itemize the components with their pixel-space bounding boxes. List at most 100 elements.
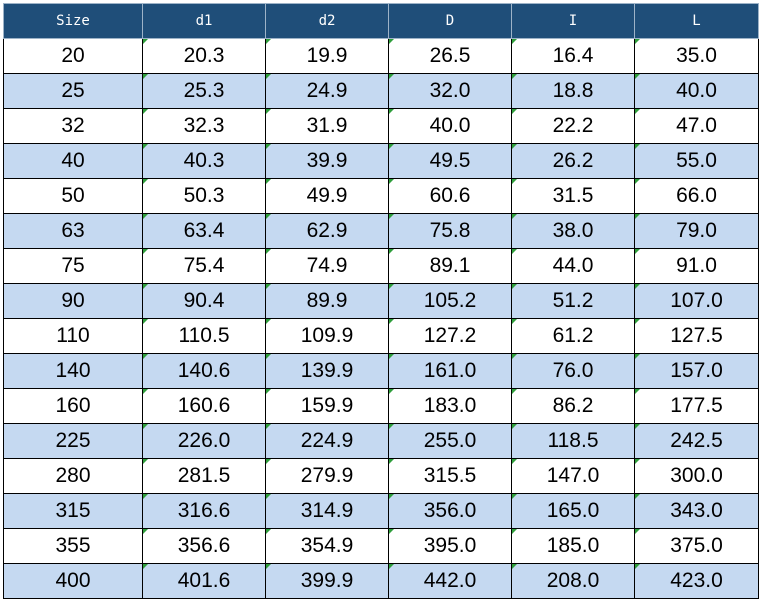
cell-size: 90	[3, 283, 143, 319]
cell-l: 55.0	[634, 143, 759, 179]
cell-d1: 25.3	[142, 73, 266, 109]
cell-outer-d: 255.0	[388, 423, 512, 459]
cell-d1: 32.3	[142, 108, 266, 144]
cell-outer-d: 40.0	[388, 108, 512, 144]
cell-i: 26.2	[511, 143, 635, 179]
cell-outer-d: 26.5	[388, 38, 512, 74]
table-row: 32 32.3 31.9 40.0 22.2 47.0	[3, 108, 759, 144]
cell-outer-d: 105.2	[388, 283, 512, 319]
cell-d1: 316.6	[142, 493, 266, 529]
cell-i: 208.0	[511, 563, 635, 599]
cell-d1: 50.3	[142, 178, 266, 214]
cell-d1: 110.5	[142, 318, 266, 354]
cell-d2: 31.9	[265, 108, 389, 144]
header-i: I	[511, 3, 635, 39]
cell-size: 40	[3, 143, 143, 179]
cell-size: 110	[3, 318, 143, 354]
cell-l: 423.0	[634, 563, 759, 599]
cell-l: 91.0	[634, 248, 759, 284]
cell-d2: 279.9	[265, 458, 389, 494]
table-row: 160 160.6 159.9 183.0 86.2 177.5	[3, 388, 759, 424]
cell-l: 107.0	[634, 283, 759, 319]
cell-size: 400	[3, 563, 143, 599]
cell-d1: 226.0	[142, 423, 266, 459]
cell-outer-d: 49.5	[388, 143, 512, 179]
table-row: 315 316.6 314.9 356.0 165.0 343.0	[3, 493, 759, 529]
table-row: 63 63.4 62.9 75.8 38.0 79.0	[3, 213, 759, 249]
table-row: 25 25.3 24.9 32.0 18.8 40.0	[3, 73, 759, 109]
cell-i: 31.5	[511, 178, 635, 214]
cell-l: 242.5	[634, 423, 759, 459]
cell-size: 355	[3, 528, 143, 564]
cell-outer-d: 161.0	[388, 353, 512, 389]
cell-d2: 139.9	[265, 353, 389, 389]
header-row: Size d1 d2 D I L	[3, 3, 759, 39]
table-row: 50 50.3 49.9 60.6 31.5 66.0	[3, 178, 759, 214]
cell-d2: 24.9	[265, 73, 389, 109]
cell-size: 315	[3, 493, 143, 529]
cell-outer-d: 32.0	[388, 73, 512, 109]
cell-d1: 401.6	[142, 563, 266, 599]
cell-d1: 281.5	[142, 458, 266, 494]
cell-d2: 159.9	[265, 388, 389, 424]
cell-l: 300.0	[634, 458, 759, 494]
cell-i: 86.2	[511, 388, 635, 424]
cell-outer-d: 89.1	[388, 248, 512, 284]
table-row: 110 110.5 109.9 127.2 61.2 127.5	[3, 318, 759, 354]
cell-l: 35.0	[634, 38, 759, 74]
cell-outer-d: 395.0	[388, 528, 512, 564]
cell-outer-d: 442.0	[388, 563, 512, 599]
cell-size: 75	[3, 248, 143, 284]
cell-d1: 75.4	[142, 248, 266, 284]
cell-l: 127.5	[634, 318, 759, 354]
cell-d2: 109.9	[265, 318, 389, 354]
cell-outer-d: 315.5	[388, 458, 512, 494]
cell-size: 160	[3, 388, 143, 424]
cell-l: 343.0	[634, 493, 759, 529]
cell-size: 280	[3, 458, 143, 494]
table-row: 280 281.5 279.9 315.5 147.0 300.0	[3, 458, 759, 494]
cell-l: 157.0	[634, 353, 759, 389]
cell-d2: 224.9	[265, 423, 389, 459]
cell-d1: 140.6	[142, 353, 266, 389]
cell-d2: 19.9	[265, 38, 389, 74]
cell-i: 165.0	[511, 493, 635, 529]
table-row: 355 356.6 354.9 395.0 185.0 375.0	[3, 528, 759, 564]
cell-i: 22.2	[511, 108, 635, 144]
table-row: 20 20.3 19.9 26.5 16.4 35.0	[3, 38, 759, 74]
cell-i: 185.0	[511, 528, 635, 564]
cell-d2: 74.9	[265, 248, 389, 284]
cell-i: 18.8	[511, 73, 635, 109]
table-row: 40 40.3 39.9 49.5 26.2 55.0	[3, 143, 759, 179]
cell-l: 40.0	[634, 73, 759, 109]
cell-l: 375.0	[634, 528, 759, 564]
cell-d1: 90.4	[142, 283, 266, 319]
cell-i: 147.0	[511, 458, 635, 494]
cell-i: 44.0	[511, 248, 635, 284]
table-row: 140 140.6 139.9 161.0 76.0 157.0	[3, 353, 759, 389]
cell-d2: 314.9	[265, 493, 389, 529]
cell-i: 38.0	[511, 213, 635, 249]
table-row: 75 75.4 74.9 89.1 44.0 91.0	[3, 248, 759, 284]
cell-d1: 20.3	[142, 38, 266, 74]
cell-i: 61.2	[511, 318, 635, 354]
cell-size: 140	[3, 353, 143, 389]
table-header: Size d1 d2 D I L	[3, 3, 759, 39]
cell-size: 25	[3, 73, 143, 109]
cell-l: 177.5	[634, 388, 759, 424]
table-row: 225 226.0 224.9 255.0 118.5 242.5	[3, 423, 759, 459]
header-outer-d: D	[388, 3, 512, 39]
cell-d1: 160.6	[142, 388, 266, 424]
cell-d1: 356.6	[142, 528, 266, 564]
cell-outer-d: 60.6	[388, 178, 512, 214]
cell-i: 51.2	[511, 283, 635, 319]
cell-outer-d: 75.8	[388, 213, 512, 249]
cell-d2: 354.9	[265, 528, 389, 564]
table-body: 20 20.3 19.9 26.5 16.4 35.0 25 25.3 24.9 32.0 18.8…	[3, 38, 759, 599]
cell-i: 118.5	[511, 423, 635, 459]
cell-outer-d: 127.2	[388, 318, 512, 354]
cell-d2: 89.9	[265, 283, 389, 319]
cell-size: 32	[3, 108, 143, 144]
header-d2: d2	[265, 3, 389, 39]
cell-l: 66.0	[634, 178, 759, 214]
